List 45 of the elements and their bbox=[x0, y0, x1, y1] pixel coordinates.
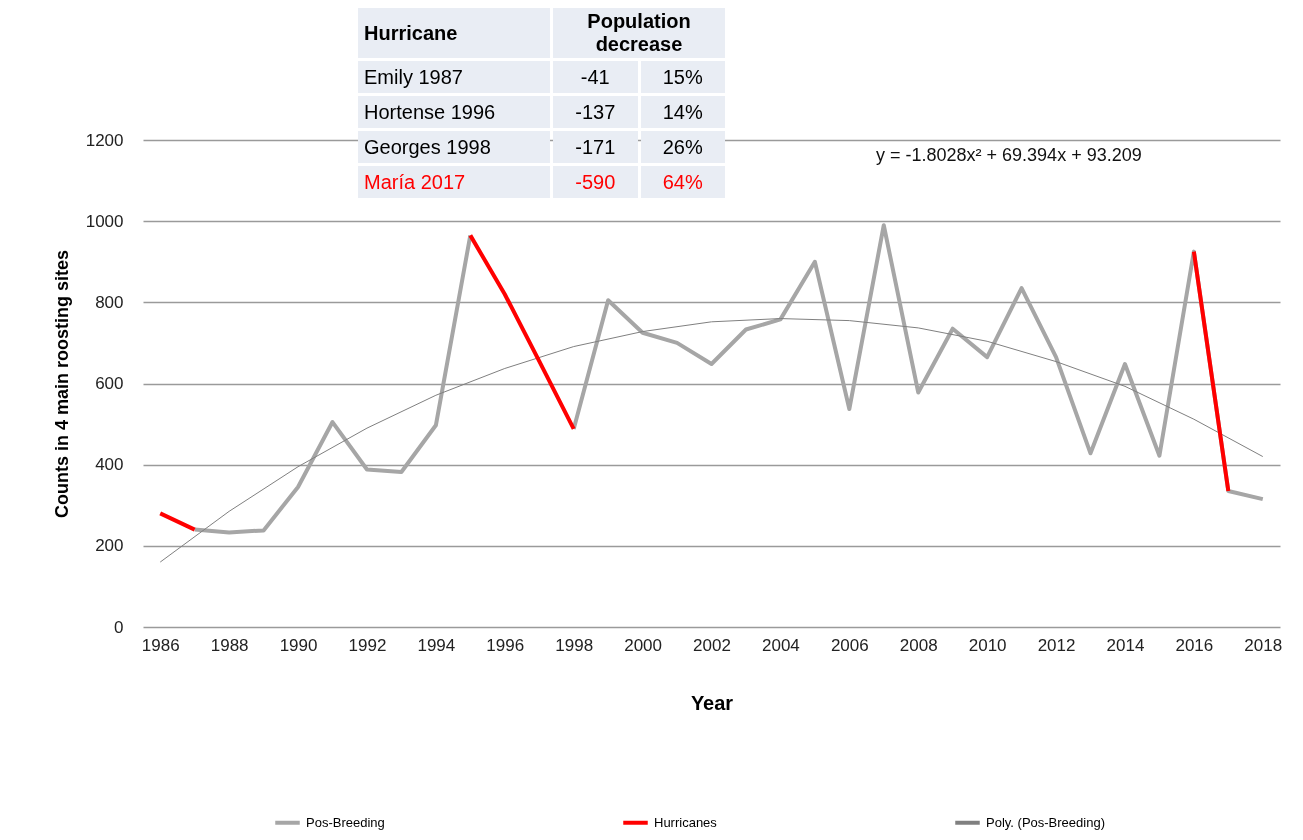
x-tick-label: 2010 bbox=[968, 635, 1007, 655]
annotation: María 2017 bbox=[358, 166, 550, 198]
text: 14% bbox=[662, 100, 703, 123]
x-tick-label: 2006 bbox=[830, 635, 869, 655]
x-tick-label: 2004 bbox=[762, 635, 800, 655]
annotation: -590 bbox=[553, 166, 638, 198]
x-tick-label: 1994 bbox=[417, 635, 456, 655]
y-tick-label: 1200 bbox=[85, 130, 124, 150]
y-tick-label: 200 bbox=[95, 536, 124, 556]
y-tick-label: 600 bbox=[95, 374, 124, 393]
x-tick-label: 2008 bbox=[899, 635, 938, 655]
x-tick-label: 2002 bbox=[693, 635, 731, 655]
y-tick-label: 1000 bbox=[85, 211, 124, 231]
text: Emily 1987 bbox=[364, 65, 463, 88]
y-tick-label: 800 bbox=[95, 292, 124, 312]
x-tick-label: 2012 bbox=[1037, 635, 1076, 655]
text: Hortense 1996 bbox=[364, 100, 496, 123]
annotation: y = -1.8028x² + 69.394x + 93.209 bbox=[876, 145, 1142, 165]
x-tick-label: 2000 bbox=[624, 635, 663, 655]
legend-label: Poly. (Pos-Breeding) bbox=[986, 814, 1105, 830]
x-tick-label: 1996 bbox=[486, 635, 525, 655]
text: -137 bbox=[575, 100, 616, 123]
text: Hurricane bbox=[364, 21, 458, 44]
y-tick-label: 400 bbox=[95, 455, 124, 475]
legend-label: Hurricanes bbox=[654, 814, 718, 830]
x-tick-label: 1998 bbox=[555, 635, 594, 655]
x-tick-label: 2018 bbox=[1244, 635, 1283, 655]
text: Population decrease bbox=[587, 10, 691, 55]
x-axis-title: Year bbox=[690, 691, 734, 714]
x-tick-label: 1988 bbox=[210, 635, 249, 655]
annotation: Georges 1998 bbox=[358, 131, 550, 163]
x-tick-label: 2016 bbox=[1175, 635, 1214, 655]
text: -41 bbox=[580, 65, 610, 88]
x-tick-label: 2014 bbox=[1106, 635, 1145, 655]
annotation: -171 bbox=[553, 131, 638, 163]
y-tick-label: 0 bbox=[114, 617, 124, 637]
legend-label: Pos-Breeding bbox=[306, 814, 385, 830]
x-tick-label: 1990 bbox=[279, 635, 318, 655]
y-axis-title: Counts in 4 main roosting sites bbox=[51, 249, 72, 519]
annotation: 26% bbox=[640, 131, 725, 163]
text: 15% bbox=[662, 65, 703, 88]
line-series bbox=[159, 318, 1264, 563]
annotation: 64% bbox=[640, 166, 725, 198]
x-tick-label: 1992 bbox=[348, 635, 387, 655]
x-tick-label: 1986 bbox=[141, 635, 180, 655]
